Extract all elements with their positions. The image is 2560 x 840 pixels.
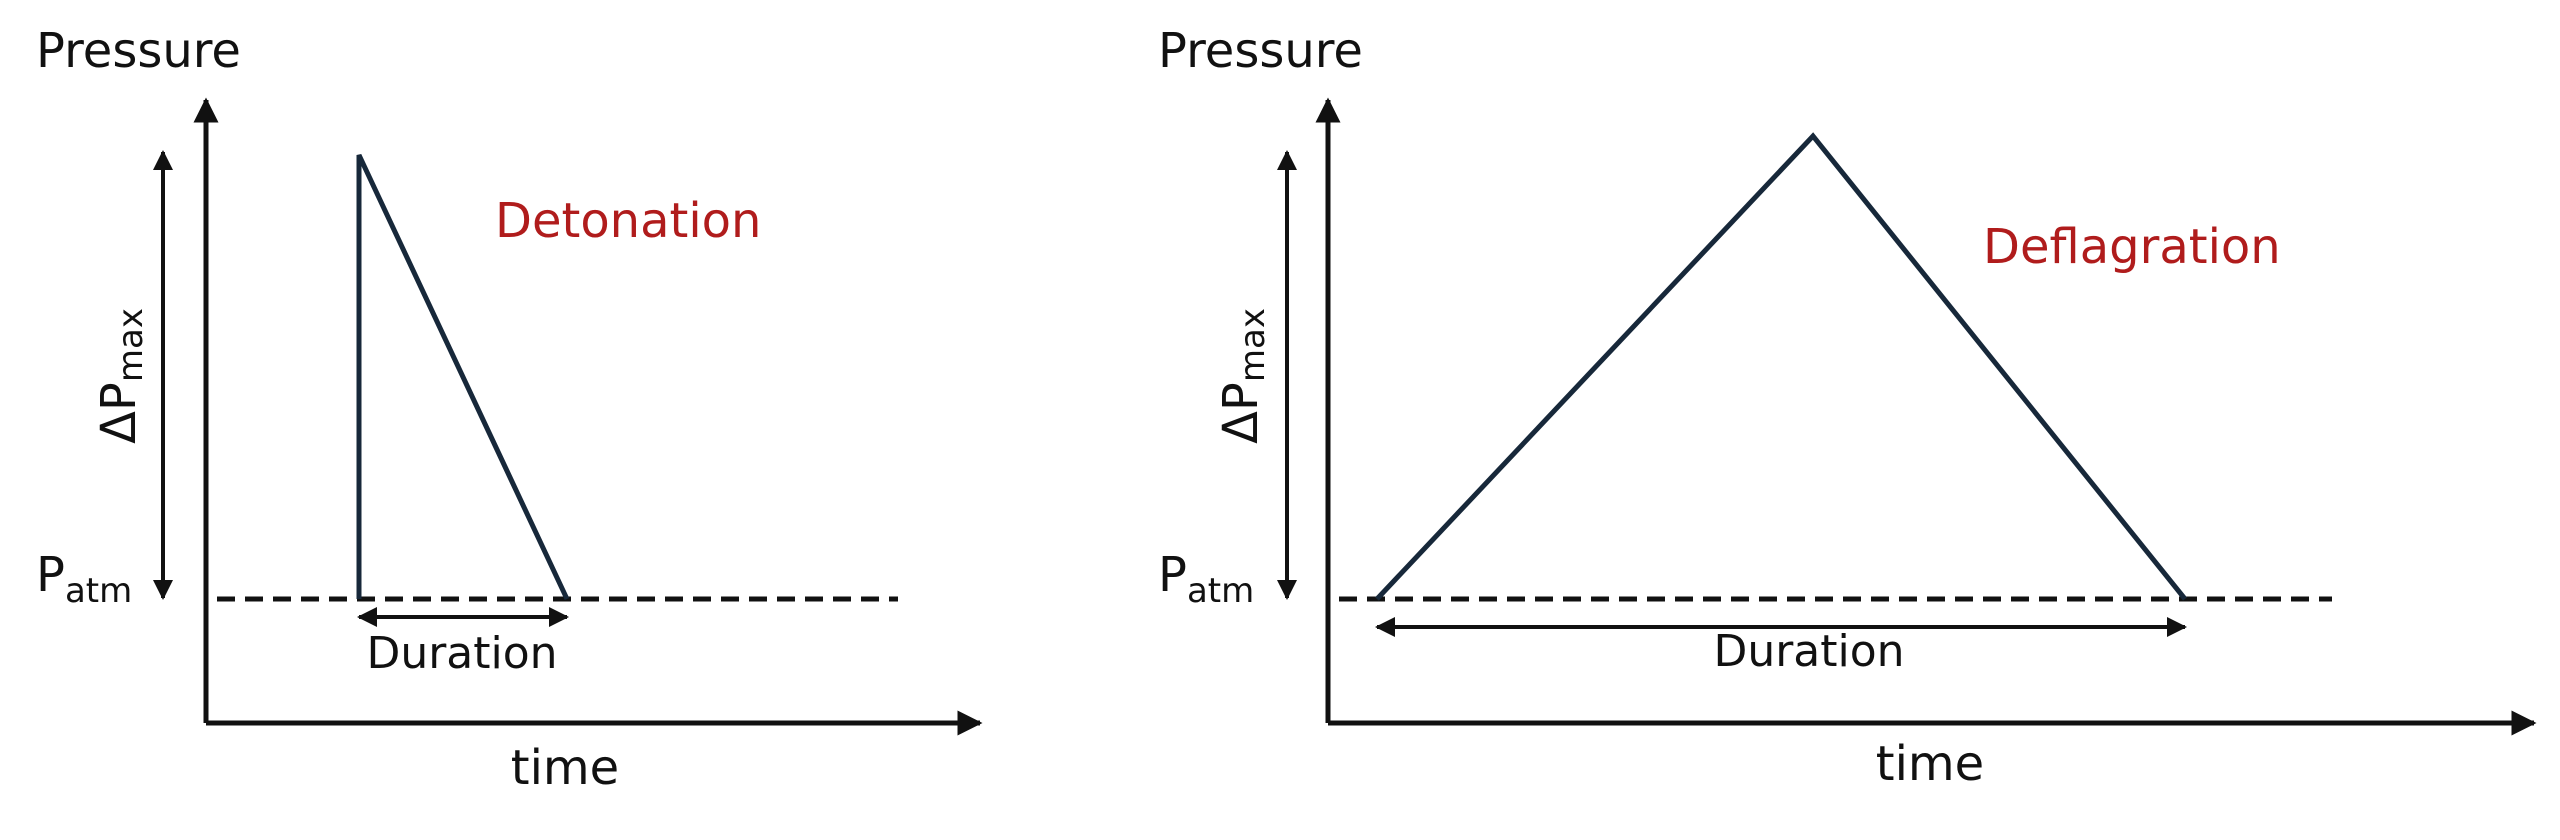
duration-label: Duration [366, 628, 557, 679]
x-axis-label: time [1876, 736, 1984, 792]
baseline-subscript: atm [65, 571, 132, 611]
x-axis-label: time [511, 740, 619, 796]
y-axis-label: Pressure [1158, 23, 1363, 79]
detonation-panel: Pressure ΔPmax Patm Detonation Duration … [36, 23, 983, 796]
baseline-symbol: P [1158, 547, 1187, 603]
delta-label: ΔPmax [91, 308, 151, 444]
pressure-curve [356, 153, 570, 601]
baseline-label: Patm [1158, 547, 1254, 611]
baseline-symbol: P [36, 547, 65, 603]
curve-label: Detonation [495, 193, 761, 249]
curve-label: Deflagration [1983, 219, 2281, 275]
delta-symbol: ΔP [1213, 382, 1269, 444]
delta-symbol: ΔP [91, 382, 147, 444]
delta-subscript: max [1233, 308, 1273, 382]
delta-subscript: max [111, 308, 151, 382]
deflagration-panel: Pressure ΔPmax Patm Deflagration Duratio… [1158, 23, 2537, 792]
duration-label: Duration [1713, 626, 1904, 677]
delta-label: ΔPmax [1213, 308, 1273, 444]
baseline-subscript: atm [1187, 571, 1254, 611]
pressure-curve [1375, 132, 2187, 601]
baseline-label: Patm [36, 547, 132, 611]
y-axis-label: Pressure [36, 23, 241, 79]
